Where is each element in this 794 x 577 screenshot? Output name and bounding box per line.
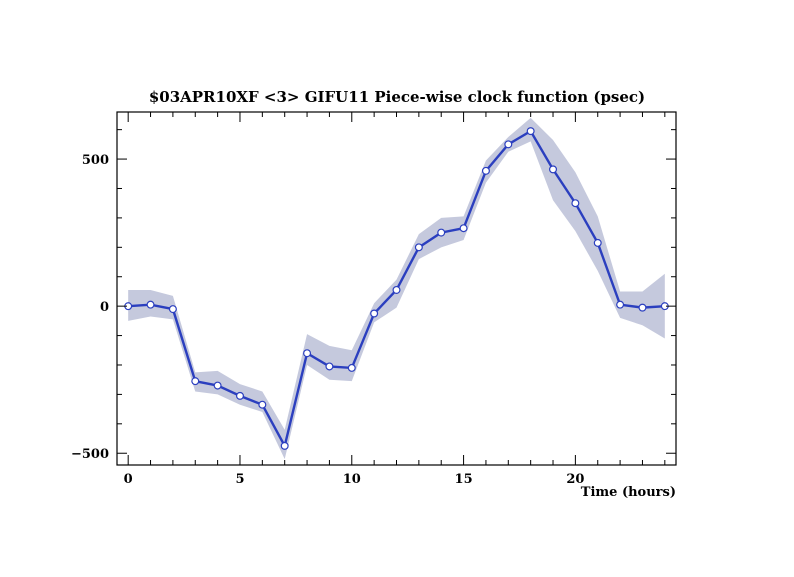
x-tick-label: 20 xyxy=(566,472,584,487)
data-point xyxy=(526,127,535,136)
y-tick-label: 0 xyxy=(100,300,109,315)
data-point xyxy=(504,140,513,149)
x-tick-label: 0 xyxy=(124,472,133,487)
data-point xyxy=(638,303,647,312)
data-point xyxy=(235,391,244,400)
x-axis-label: Time (hours) xyxy=(581,485,676,500)
data-point xyxy=(481,166,490,175)
data-point xyxy=(437,228,446,237)
y-tick-label: −500 xyxy=(71,447,109,462)
data-point xyxy=(414,243,423,252)
data-point xyxy=(191,377,200,386)
data-point xyxy=(392,285,401,294)
data-point xyxy=(593,238,602,247)
axis-ticks xyxy=(117,112,676,465)
x-tick-label: 5 xyxy=(235,472,244,487)
data-point xyxy=(303,349,312,358)
data-point xyxy=(146,300,155,309)
data-point xyxy=(370,309,379,318)
chart-title: $03APR10XF <3> GIFU11 Piece-wise clock f… xyxy=(149,88,645,106)
data-point xyxy=(459,224,468,233)
data-markers xyxy=(124,127,669,450)
y-tick-label: 500 xyxy=(82,153,109,168)
tick-labels: 0 5 10 15 20 −500 0 500 xyxy=(71,153,584,487)
data-point xyxy=(213,381,222,390)
data-point xyxy=(549,165,558,174)
data-point xyxy=(347,363,356,372)
data-point xyxy=(280,441,289,450)
data-point xyxy=(168,305,177,314)
data-point xyxy=(258,400,267,409)
data-point xyxy=(571,199,580,208)
data-point xyxy=(616,300,625,309)
x-tick-label: 10 xyxy=(343,472,361,487)
data-point xyxy=(325,362,334,371)
x-tick-label: 15 xyxy=(455,472,473,487)
